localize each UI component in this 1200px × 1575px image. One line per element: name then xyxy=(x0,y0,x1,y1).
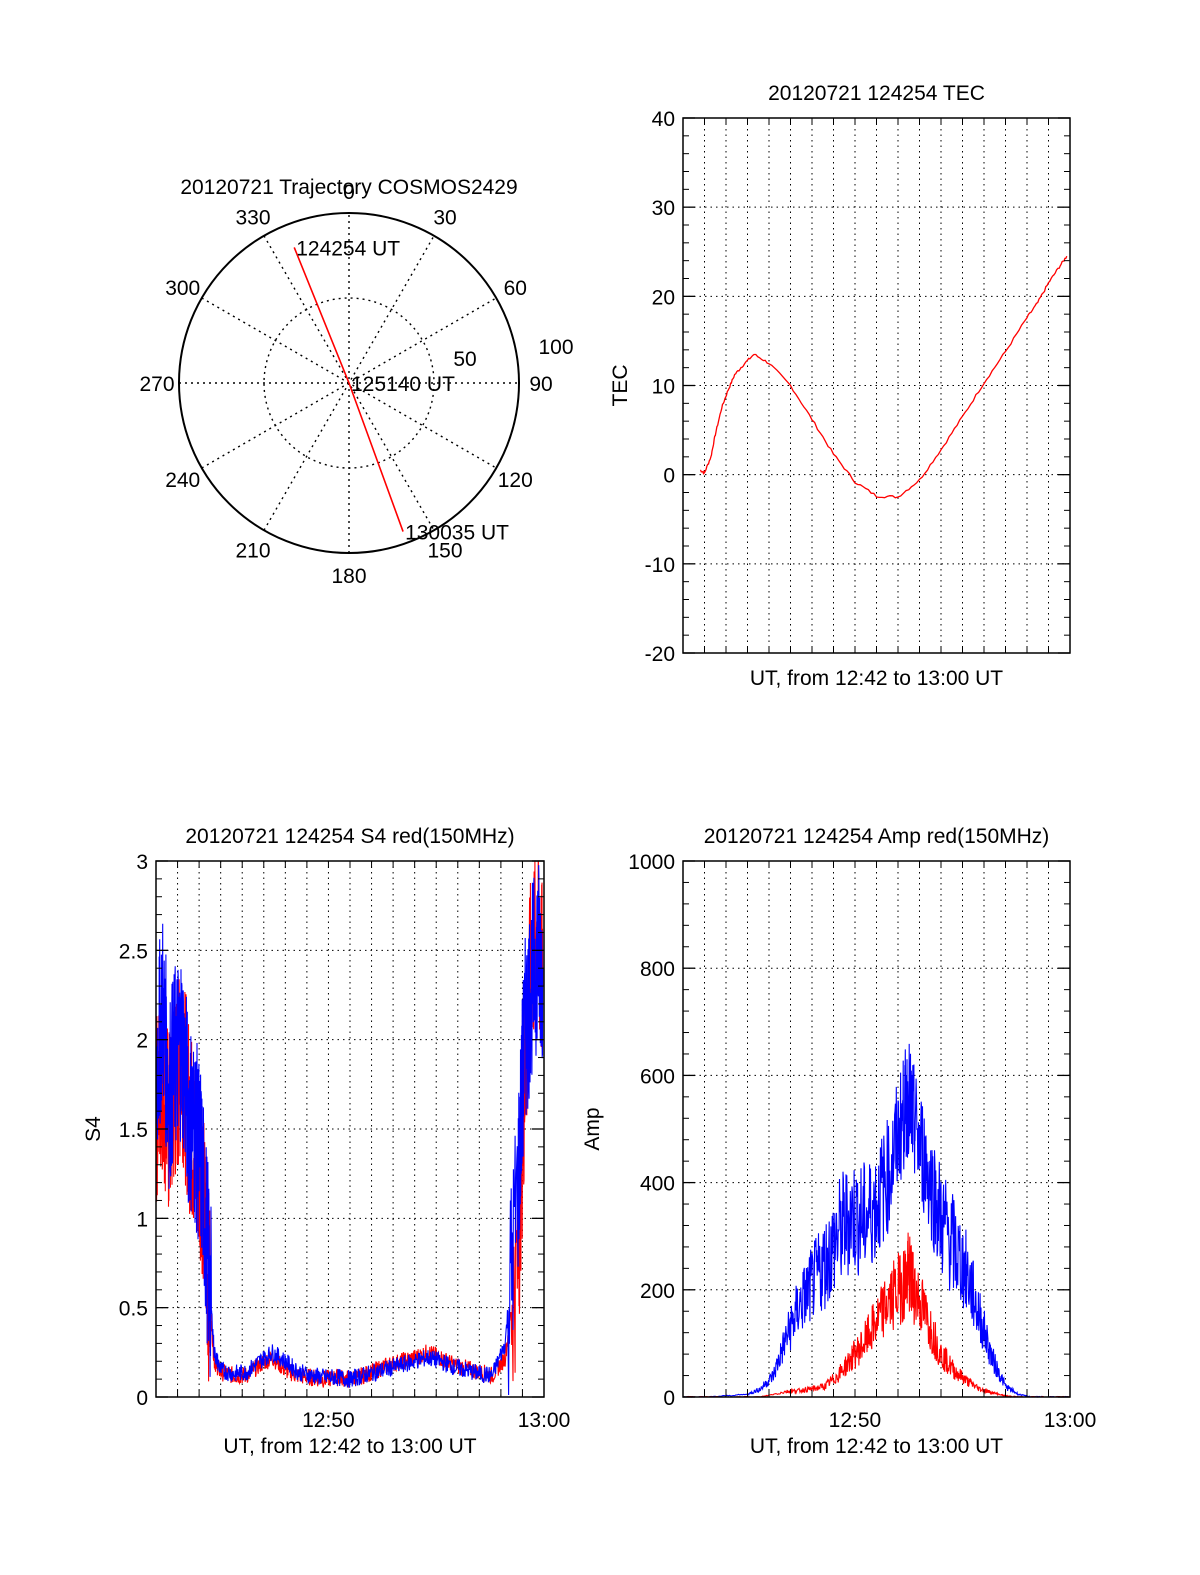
y-tick-label: 40 xyxy=(652,108,675,131)
y-tick-label: 600 xyxy=(640,1065,675,1088)
trajectory-time-label: 124254 UT xyxy=(296,237,400,260)
y-axis-label: TEC xyxy=(609,365,632,407)
ring-label: 100 xyxy=(538,336,573,359)
y-tick-label: 0.5 xyxy=(119,1298,148,1321)
polar-title: 20120721 Trajectory COSMOS2429 xyxy=(180,176,517,199)
series-line-blue xyxy=(155,865,544,1396)
azimuth-label: 0 xyxy=(343,181,355,204)
y-tick-label: 0 xyxy=(663,465,675,488)
series-line-red xyxy=(155,860,544,1389)
plot-frame xyxy=(682,860,1071,1398)
series-line-red xyxy=(699,255,1068,499)
azimuth-label: 30 xyxy=(433,207,456,230)
y-tick-label: 30 xyxy=(652,197,675,220)
azimuth-label: 90 xyxy=(529,373,552,396)
y-tick-label: -10 xyxy=(645,554,675,577)
y-tick-label: 1.5 xyxy=(119,1119,148,1142)
azimuth-label: 180 xyxy=(331,565,366,588)
y-axis-label: Amp xyxy=(581,1107,604,1150)
x-axis-label: UT, from 12:42 to 13:00 UT xyxy=(750,667,1003,690)
y-tick-label: 1 xyxy=(136,1208,148,1231)
chart-title: 20120721 124254 Amp red(150MHz) xyxy=(704,825,1050,848)
y-tick-label: 20 xyxy=(652,286,675,309)
azimuth-label: 240 xyxy=(165,469,200,492)
y-axis-label: S4 xyxy=(82,1116,105,1142)
x-axis-label: UT, from 12:42 to 13:00 UT xyxy=(750,1435,1003,1458)
series-line-blue xyxy=(683,1043,1070,1398)
y-tick-label: 1000 xyxy=(628,851,675,874)
x-axis-label: UT, from 12:42 to 13:00 UT xyxy=(223,1435,476,1458)
y-tick-label: 2.5 xyxy=(119,940,148,963)
x-tick-label: 12:50 xyxy=(302,1409,355,1432)
chart-title: 20120721 124254 TEC xyxy=(768,82,985,105)
azimuth-label: 60 xyxy=(504,277,527,300)
trajectory-time-label: 130035 UT xyxy=(405,522,509,545)
y-tick-label: 0 xyxy=(136,1387,148,1410)
y-tick-label: 2 xyxy=(136,1030,148,1053)
azimuth-label: 300 xyxy=(165,277,200,300)
azimuth-label: 120 xyxy=(498,469,533,492)
x-tick-label: 13:00 xyxy=(1044,1409,1097,1432)
chart-title: 20120721 124254 S4 red(150MHz) xyxy=(185,825,514,848)
ring-label: 50 xyxy=(453,348,476,371)
azimuth-label: 330 xyxy=(235,207,270,230)
azimuth-label: 210 xyxy=(235,539,270,562)
y-tick-label: 200 xyxy=(640,1280,675,1303)
y-tick-label: 800 xyxy=(640,958,675,981)
y-tick-label: 400 xyxy=(640,1173,675,1196)
x-tick-label: 13:00 xyxy=(518,1409,571,1432)
trajectory-time-label: 125140 UT xyxy=(351,373,455,396)
azimuth-label: 150 xyxy=(427,539,462,562)
y-tick-label: -20 xyxy=(645,643,675,666)
y-tick-label: 10 xyxy=(652,376,675,399)
azimuth-label: 270 xyxy=(139,373,174,396)
y-tick-label: 0 xyxy=(663,1387,675,1410)
x-tick-label: 12:50 xyxy=(829,1409,882,1432)
trajectory-line xyxy=(293,247,404,532)
y-tick-label: 3 xyxy=(136,851,148,874)
